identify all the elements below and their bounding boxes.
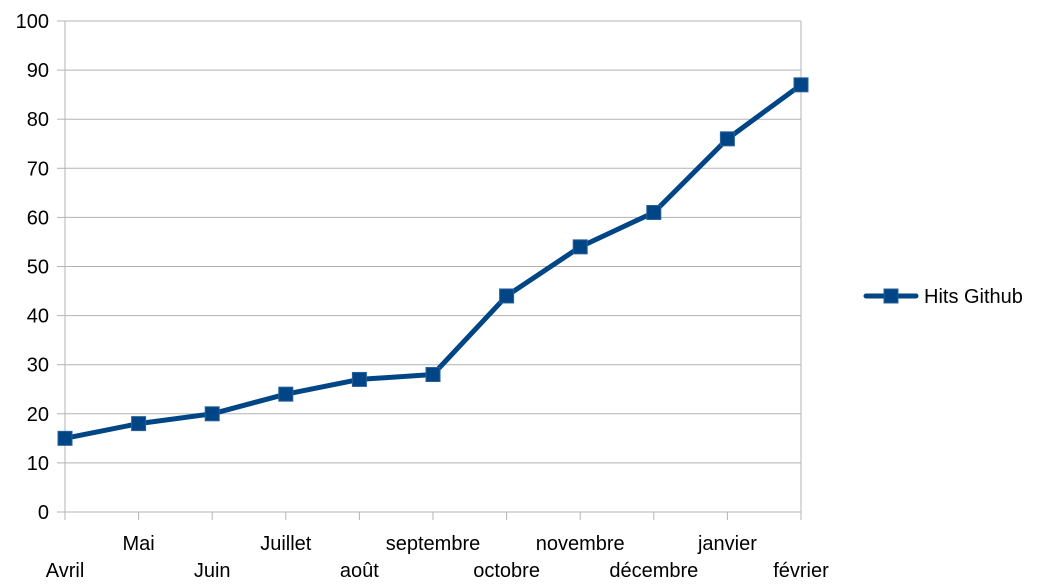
y-tick-label: 40 [27,306,49,328]
x-tick-label: janvier [697,533,757,555]
x-tick-label: décembre [609,560,698,582]
x-tick-label: Juin [194,560,231,582]
x-tick-label: octobre [473,560,540,582]
series-layer [57,77,809,446]
data-point [278,386,294,402]
x-tick-label: septembre [386,533,481,555]
x-tick-label: août [340,560,379,582]
data-point [572,239,588,255]
y-tick-label: 20 [27,404,49,426]
data-point [351,371,367,387]
legend-marker [883,288,899,304]
legend: Hits Github [863,286,1023,308]
legend-label: Hits Github [924,286,1023,308]
y-tick-label: 70 [27,158,49,180]
y-tick-label: 80 [27,109,49,131]
y-tick-label: 10 [27,453,49,475]
x-tick-label: Juillet [260,533,312,555]
y-tick-label: 50 [27,257,49,279]
x-tick-label: février [773,560,829,582]
y-tick-label: 60 [27,207,49,229]
axes: 0 10 20 30 40 50 60 70 80 90 100 Avril Mai Juin Juille… [16,11,829,582]
y-tick-label: 0 [38,502,49,524]
data-point [57,430,73,446]
data-point [793,77,809,93]
data-point [646,204,662,220]
y-tick-label: 30 [27,355,49,377]
x-tick-label: Mai [122,533,154,555]
x-tick-label: Avril [46,560,85,582]
data-point [425,367,441,383]
data-point [204,406,220,422]
y-tick-label: 100 [16,11,49,33]
series-line [62,82,804,441]
data-point [719,131,735,147]
x-tick-label: novembre [536,533,625,555]
y-tick-label: 90 [27,60,49,82]
data-point [499,288,515,304]
grid [65,20,801,464]
data-point [131,416,147,432]
